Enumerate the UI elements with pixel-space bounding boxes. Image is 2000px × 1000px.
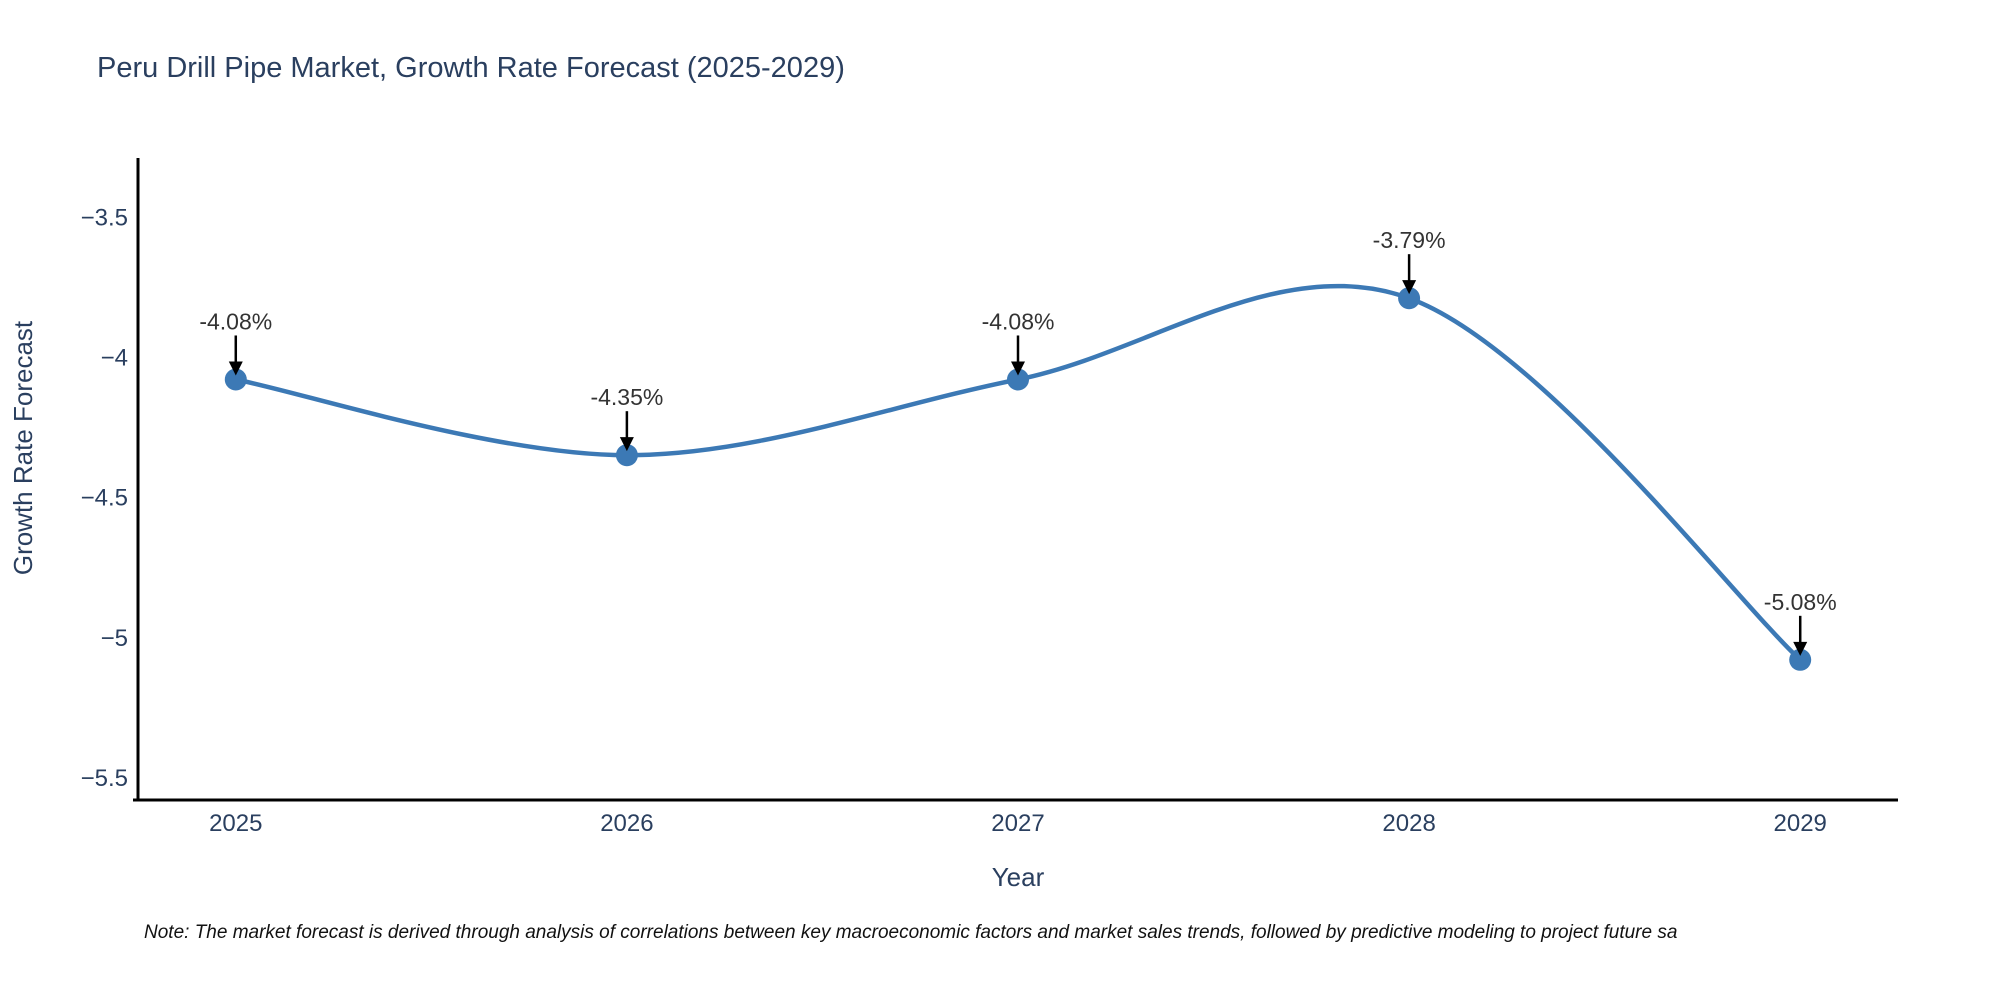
y-axis-title: Growth Rate Forecast	[8, 320, 38, 575]
annotation-label: -3.79%	[1373, 227, 1446, 253]
plot-area: −3.5 −4 −4.5 −5 −5.5 2025 2026 2027 2028 2029 -4.0…	[81, 158, 1898, 837]
data-point-marker	[615, 444, 638, 467]
annotation-arrowhead	[228, 361, 243, 376]
data-point-marker	[224, 368, 247, 391]
x-axis-title: Year	[992, 862, 1045, 892]
x-tick-label: 2028	[1382, 810, 1435, 837]
annotation-arrowhead	[619, 437, 634, 452]
footnote: Note: The market forecast is derived thr…	[144, 922, 1677, 943]
x-tick-label: 2027	[991, 810, 1044, 837]
data-point-marker	[1007, 368, 1029, 391]
y-tick-label: −4.5	[81, 485, 128, 512]
annotation-label: -5.08%	[1764, 589, 1837, 615]
annotation-label: -4.08%	[982, 308, 1055, 334]
x-tick-label: 2029	[1774, 810, 1827, 837]
data-point-marker	[1789, 648, 1812, 671]
data-point-marker	[1398, 287, 1421, 310]
y-tick-label: −3.5	[81, 204, 128, 231]
annotation-label: -4.35%	[590, 384, 663, 410]
annotation-arrowhead	[1402, 280, 1417, 295]
chart-title: Peru Drill Pipe Market, Growth Rate Fore…	[97, 52, 845, 84]
x-tick-label: 2026	[600, 810, 653, 837]
x-tick-label: 2025	[209, 810, 262, 837]
y-tick-label: −5.5	[81, 765, 128, 792]
annotation-arrowhead	[1793, 641, 1808, 656]
annotation-arrowhead	[1011, 361, 1025, 376]
y-tick-label: −5	[101, 625, 128, 652]
y-tick-label: −4	[101, 345, 128, 372]
annotation-label: -4.08%	[199, 308, 272, 334]
